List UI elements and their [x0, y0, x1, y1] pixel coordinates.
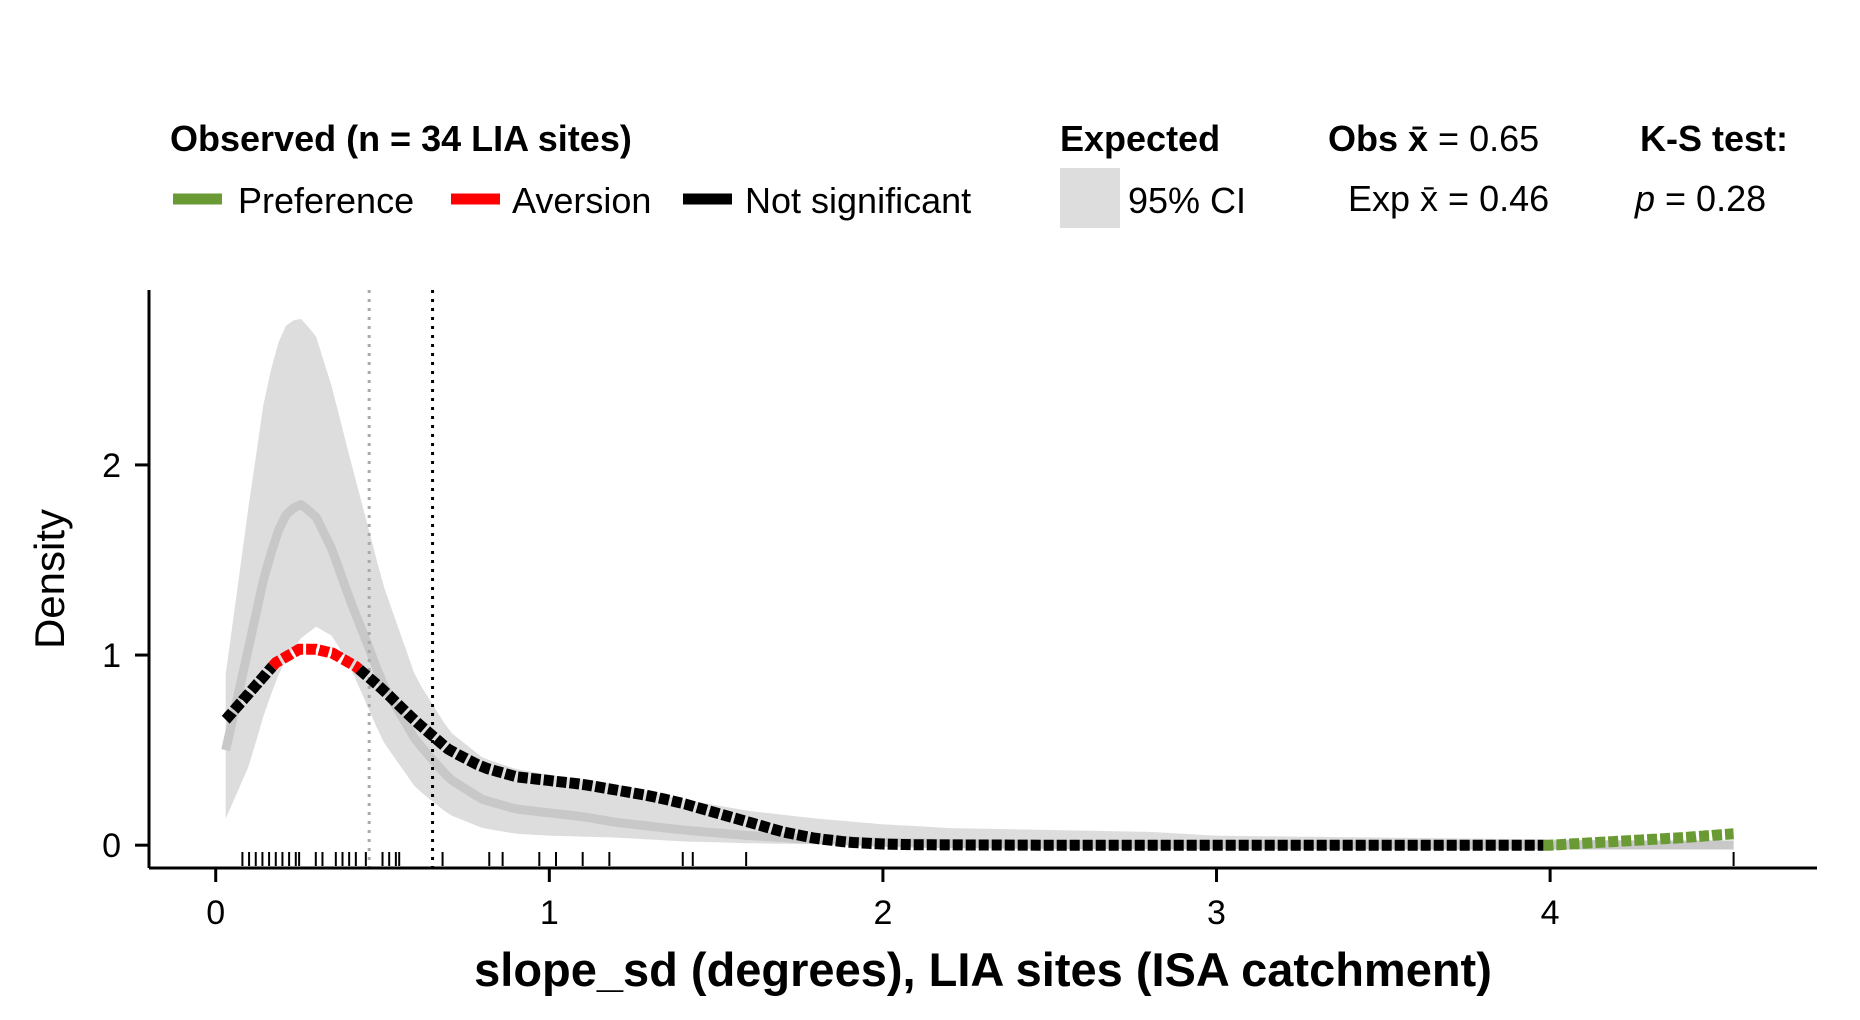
y-ticks: 0 1 2	[102, 447, 149, 865]
x-ticks: 0 1 2 3 4	[206, 868, 1560, 932]
preference-legend-label: Preference	[238, 180, 414, 221]
observed-legend-title: Observed (n = 34 LIA sites)	[170, 118, 632, 159]
not-significant-legend-label: Not significant	[745, 180, 971, 221]
observed-segment-not-significant-0	[221, 662, 277, 724]
ks-p-value: p = 0.28	[1634, 178, 1766, 219]
x-tick-label: 4	[1541, 894, 1560, 932]
x-axis-label: slope_sd (degrees), LIA sites (ISA catch…	[474, 943, 1492, 996]
expected-mean-label: Exp x̄ = 0.46	[1348, 178, 1549, 219]
observed-segment-not-significant-2	[355, 665, 1544, 851]
y-tick-label: 0	[102, 827, 121, 865]
ci-legend-swatch	[1060, 168, 1120, 228]
y-axis-label: Density	[26, 509, 73, 649]
y-tick-label: 2	[102, 447, 121, 485]
observed-segment-preference-3	[1543, 828, 1734, 851]
mean-lines-layer	[367, 290, 435, 868]
ci-legend-label: 95% CI	[1128, 180, 1246, 221]
ks-test-title: K-S test:	[1640, 118, 1788, 159]
observed-density-layer	[221, 643, 1734, 851]
ci-band-layer	[225, 318, 1734, 846]
x-tick-label: 2	[873, 894, 892, 932]
rug-layer	[241, 852, 1735, 866]
observed-mean-label: Obs x̄ = 0.65	[1328, 118, 1539, 159]
x-tick-label: 1	[540, 894, 559, 932]
x-tick-label: 3	[1207, 894, 1226, 932]
x-tick-label: 0	[206, 894, 225, 932]
y-tick-label: 1	[102, 637, 121, 675]
aversion-legend-label: Aversion	[512, 180, 651, 221]
legend: Observed (n = 34 LIA sites) Preference A…	[170, 118, 1788, 228]
expected-legend-title: Expected	[1060, 118, 1220, 159]
observed-segment-aversion-1	[268, 643, 363, 674]
ci-band	[225, 318, 1734, 846]
